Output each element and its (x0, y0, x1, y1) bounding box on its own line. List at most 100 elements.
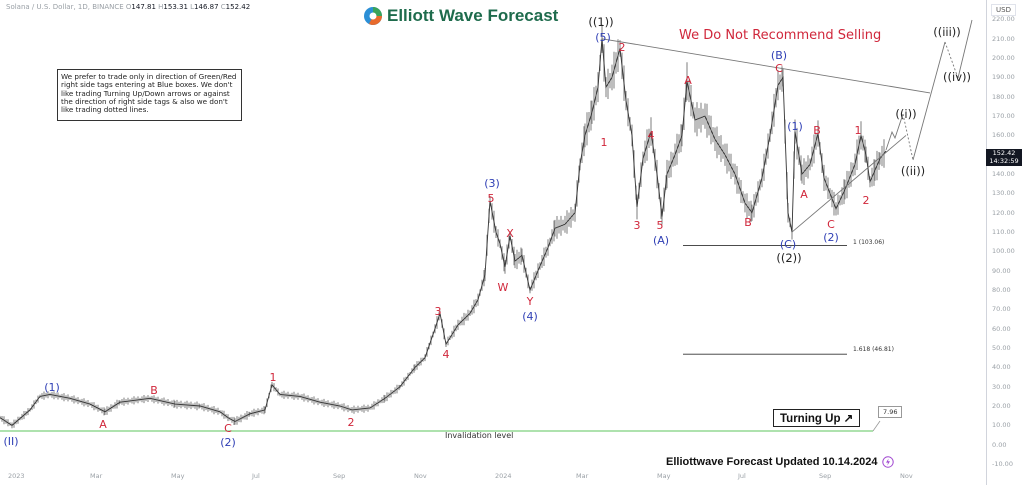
price-tick: 220.00 (992, 15, 1015, 24)
lightning-icon (881, 456, 894, 468)
price-tick: 70.00 (992, 305, 1011, 314)
wave-label: B (150, 384, 158, 397)
brand-logo-icon (364, 7, 382, 25)
wave-label: 1 (854, 124, 862, 137)
wave-label: (2) (220, 436, 236, 449)
time-tick: 2024 (495, 472, 512, 480)
warning-text: We Do Not Recommend Selling (679, 28, 882, 43)
wave-label: A (800, 188, 808, 201)
time-tick: Sep (819, 472, 832, 480)
wave-label: (3) (484, 177, 500, 190)
current-price-tag: 152.42 14:32:59 (986, 149, 1022, 166)
low-value: 146.87 (194, 3, 219, 11)
price-tick: 30.00 (992, 382, 1011, 391)
price-tick: 200.00 (992, 54, 1015, 63)
wave-label: (C) (779, 238, 797, 251)
price-tick: 120.00 (992, 208, 1015, 217)
price-tick: 170.00 (992, 112, 1015, 121)
symbol-name: Solana / U.S. Dollar, 1D, BINANCE (6, 3, 124, 11)
fib-level-1: 1 (103.06) (853, 239, 885, 246)
updated-footer: Elliottwave Forecast Updated 10.14.2024 (666, 456, 894, 468)
wave-label: 1 (600, 136, 608, 149)
price-tick: 0.00 (992, 440, 1007, 449)
time-tick: Mar (576, 472, 589, 480)
price-tick: 40.00 (992, 363, 1011, 372)
wave-label: 3 (434, 305, 442, 318)
time-tick: Mar (90, 472, 103, 480)
wave-label: C (224, 422, 232, 435)
wave-label: (A) (652, 234, 670, 247)
wave-label: C (775, 62, 783, 75)
wave-label: 4 (647, 129, 655, 142)
wave-label: ((1)) (588, 15, 614, 29)
time-tick: Jul (738, 472, 746, 480)
wave-label: ((iii)) (933, 25, 961, 39)
wave-label: 5 (656, 219, 664, 232)
fib-level-1618: 1.618 (46.81) (853, 346, 894, 353)
price-chart[interactable] (0, 0, 986, 470)
wave-label: ((iv)) (943, 70, 971, 84)
wave-label: 5 (487, 192, 495, 205)
wave-label: B (813, 124, 821, 137)
wave-label: 3 (633, 219, 641, 232)
bar-countdown: 14:32:59 (989, 157, 1019, 165)
time-tick: Nov (414, 472, 427, 480)
price-tick: 190.00 (992, 73, 1015, 82)
time-tick: 2023 (8, 472, 25, 480)
price-tick: 180.00 (992, 92, 1015, 101)
brand-name: Elliott Wave Forecast (387, 6, 559, 25)
currency-label[interactable]: USD (991, 4, 1016, 16)
wave-label: A (99, 418, 107, 431)
price-tick: 80.00 (992, 286, 1011, 295)
time-tick: May (171, 472, 185, 480)
wave-label: 4 (442, 348, 450, 361)
price-tick: 210.00 (992, 34, 1015, 43)
price-tick: 110.00 (992, 228, 1015, 237)
turning-up-badge: Turning Up ↗ (773, 409, 861, 427)
brand-logo: Elliott Wave Forecast (363, 6, 558, 26)
price-tick: 60.00 (992, 324, 1011, 333)
wave-label: C (827, 218, 835, 231)
wave-label: (1) (787, 120, 803, 133)
price-tick: 90.00 (992, 266, 1011, 275)
trading-note-box: We prefer to trade only in direction of … (57, 69, 242, 121)
wave-label: (B) (770, 49, 788, 62)
time-tick: Sep (333, 472, 346, 480)
invalidation-value-tag: 7.96 (878, 406, 903, 418)
price-tick: 100.00 (992, 247, 1015, 256)
arrow-up-right-icon: ↗ (843, 413, 854, 425)
wave-label: W (497, 281, 509, 294)
wave-label: B (744, 216, 752, 229)
wave-label: 1 (269, 371, 277, 384)
wave-label: (5) (595, 31, 611, 44)
wave-label: ((ii)) (900, 164, 926, 178)
wave-label: X (506, 227, 514, 240)
wave-label: (1) (44, 381, 60, 394)
symbol-legend: Solana / U.S. Dollar, 1D, BINANCE O147.8… (6, 3, 251, 11)
price-tick: 140.00 (992, 170, 1015, 179)
wave-label: Y (526, 295, 534, 308)
wave-label: 2 (862, 194, 870, 207)
time-tick: May (657, 472, 671, 480)
wave-label: (2) (823, 231, 839, 244)
price-tick: 10.00 (992, 421, 1011, 430)
price-tick: -10.00 (992, 460, 1013, 469)
wave-label: (II) (3, 435, 19, 448)
invalidation-label: Invalidation level (445, 431, 514, 440)
high-value: 153.31 (163, 3, 188, 11)
price-tick: 50.00 (992, 344, 1011, 353)
time-tick: Jul (252, 472, 260, 480)
wave-label: A (684, 74, 692, 87)
wave-label: (4) (522, 310, 538, 323)
price-tick: 130.00 (992, 189, 1015, 198)
wave-label: 2 (618, 41, 626, 54)
open-value: 147.81 (131, 3, 156, 11)
price-tick: 160.00 (992, 131, 1015, 140)
time-tick: Nov (900, 472, 913, 480)
close-value: 152.42 (225, 3, 251, 11)
wave-label: ((2)) (776, 251, 802, 265)
wave-label: 2 (347, 416, 355, 429)
wave-label: ((i)) (895, 107, 917, 121)
price-axis[interactable] (986, 0, 1024, 485)
price-tick: 20.00 (992, 402, 1011, 411)
